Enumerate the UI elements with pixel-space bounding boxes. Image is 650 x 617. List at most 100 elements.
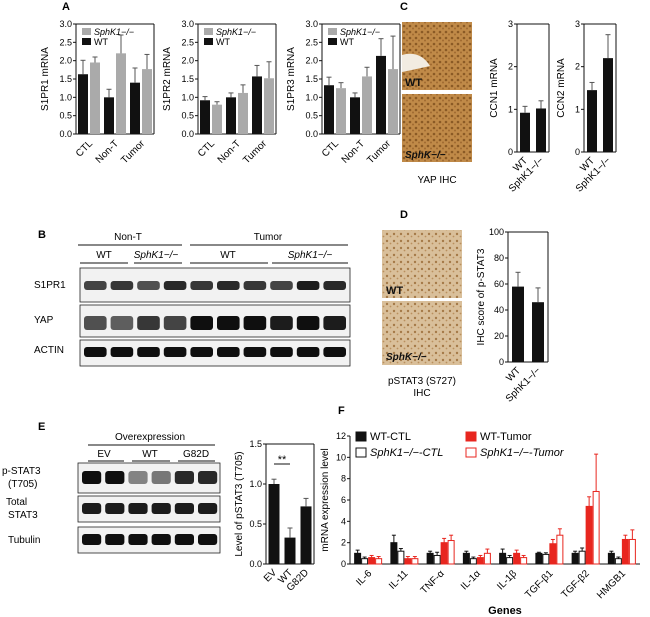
blot-e-row-tubulin: Tubulin	[8, 535, 40, 546]
ihc-label-ko-c: SphK−/−	[405, 150, 446, 161]
legend-swatch-wt	[82, 38, 91, 45]
aA1-ytick-label: 2.5	[59, 37, 72, 47]
aA2-ytick-label: 3.0	[181, 19, 194, 29]
bar-0	[520, 112, 530, 152]
bar-series-2	[440, 542, 448, 565]
aA3-ytick-label: 2.0	[305, 56, 318, 66]
y-axis-label: CCN2 mRNA	[556, 58, 567, 118]
significance-label: **	[278, 454, 287, 466]
blot-band	[190, 316, 213, 330]
blot-band	[84, 316, 107, 330]
x-tick-label: Tumor	[241, 138, 269, 166]
cE-ytick-label: 0.0	[249, 559, 262, 569]
bar-series-3	[483, 552, 491, 565]
blot-e-sub-g82d: G82D	[183, 449, 209, 460]
cE-ytick-label: 0.5	[249, 519, 262, 529]
aA1-ytick-label: 0.0	[59, 129, 72, 139]
bar-series-2	[621, 538, 629, 565]
bar-series-1	[469, 558, 477, 565]
blot-band	[82, 471, 102, 484]
cD-ytick-label: 0	[499, 357, 504, 367]
bar-series-3	[628, 538, 636, 565]
cE-ytick-label: 1.0	[249, 479, 262, 489]
blot-band	[137, 347, 160, 357]
ihc-images-c: WT SphK−/− YAP IHC	[402, 22, 472, 186]
blot-b-header-tumor: Tumor	[254, 232, 283, 243]
cC1-ytick-label: 0	[508, 147, 513, 157]
blot-e-row-pstat3: p-STAT3	[2, 466, 41, 477]
x-tick-label: EV	[262, 567, 279, 584]
legend-label-3: SphK1−/−-Tumor	[480, 447, 565, 459]
chart-gene-expression: 0 2 4 6 8 10 12 IL-6 IL-11 TNF-α IL-1α IL-1β TGF-β1 T…	[320, 431, 640, 617]
bar-series-0	[426, 552, 434, 565]
blot-band	[243, 316, 267, 330]
x-tick-label: TGF-β2	[559, 568, 592, 601]
ihc-label-ko-d: SphK−/−	[386, 352, 427, 363]
blot-b-sub-ko2: SphK1−/−	[288, 250, 333, 261]
blot-band	[84, 347, 107, 357]
f-ytick-label: 4	[341, 516, 346, 526]
bar-sphk	[238, 92, 248, 134]
blot-band	[110, 347, 134, 357]
ihc-images-d: WT SphK−/− pSTAT3 (S727) IHC	[382, 230, 462, 399]
legend-label-ko: SphK1−/−	[340, 27, 380, 37]
legend-swatch-wt	[204, 38, 213, 45]
blot-band	[323, 316, 346, 330]
blot-band	[151, 534, 171, 545]
bar-wt	[350, 97, 360, 134]
blot-b-row-s1pr1: S1PR1	[34, 280, 66, 291]
bar-sphk	[362, 76, 372, 134]
blot-band	[128, 534, 148, 545]
bar-series-3	[592, 490, 600, 565]
blot-e-header: Overexpression	[115, 432, 185, 443]
blot-e-panel-stat3	[77, 495, 221, 523]
x-tick-label: CTL	[320, 138, 341, 159]
x-tick-label: IL-1α	[459, 568, 483, 592]
blot-band	[163, 347, 187, 357]
bar-0	[587, 90, 597, 152]
bar-series-1	[578, 550, 586, 565]
cC1-ytick-label: 2	[508, 62, 513, 72]
cD-ytick-label: 40	[494, 305, 504, 315]
blot-e-sub-wt: WT	[142, 449, 158, 460]
ihc-image-ko-yap	[402, 94, 472, 162]
blot-band	[270, 316, 293, 330]
cC1-ytick-label: 3	[508, 19, 513, 29]
ihc-caption-c: YAP IHC	[417, 175, 456, 186]
bar-series-1	[433, 554, 441, 565]
legend-swatch-1	[355, 447, 367, 458]
x-tick-label: CTL	[196, 138, 217, 159]
bar-series-0	[607, 552, 615, 565]
bar-series-0	[354, 552, 362, 565]
aA3-ytick-label: 1.0	[305, 92, 318, 102]
blot-band	[163, 316, 187, 330]
bar-sphk	[212, 104, 222, 134]
y-axis-label: Level of pSTAT3 (T705)	[234, 451, 245, 556]
x-tick-label: TNF-α	[419, 568, 447, 596]
panel-letter-b: B	[38, 229, 46, 241]
cC2-ytick-label: 3	[575, 19, 580, 29]
x-tick-label: Tumor	[365, 138, 393, 166]
aA1-ytick-label: 1.0	[59, 92, 72, 102]
x-tick-label: Tumor	[119, 138, 147, 166]
bar-wt	[78, 74, 88, 134]
blot-b-row-actin: ACTIN	[34, 345, 64, 356]
cC2-ytick-label: 0	[575, 147, 580, 157]
bar-sphk	[336, 88, 346, 134]
blot-band	[84, 281, 107, 290]
x-tick-label: IL-6	[354, 568, 374, 588]
aA1-ytick-label: 2.0	[59, 56, 72, 66]
ihc-caption-d1: pSTAT3 (S727)	[388, 376, 456, 387]
f-ytick-label: 0	[341, 559, 346, 569]
bar-series-0	[390, 542, 398, 565]
western-blot-e: Overexpression EV WT G82D p-STAT3 (T705)…	[2, 432, 221, 554]
blot-b-sub-wt1: WT	[96, 250, 112, 261]
cE-ytick-label: 1.5	[249, 439, 262, 449]
blot-b-sub-wt2: WT	[220, 250, 236, 261]
x-tick-label: Non-T	[340, 138, 367, 165]
aA3-ytick-label: 2.5	[305, 37, 318, 47]
